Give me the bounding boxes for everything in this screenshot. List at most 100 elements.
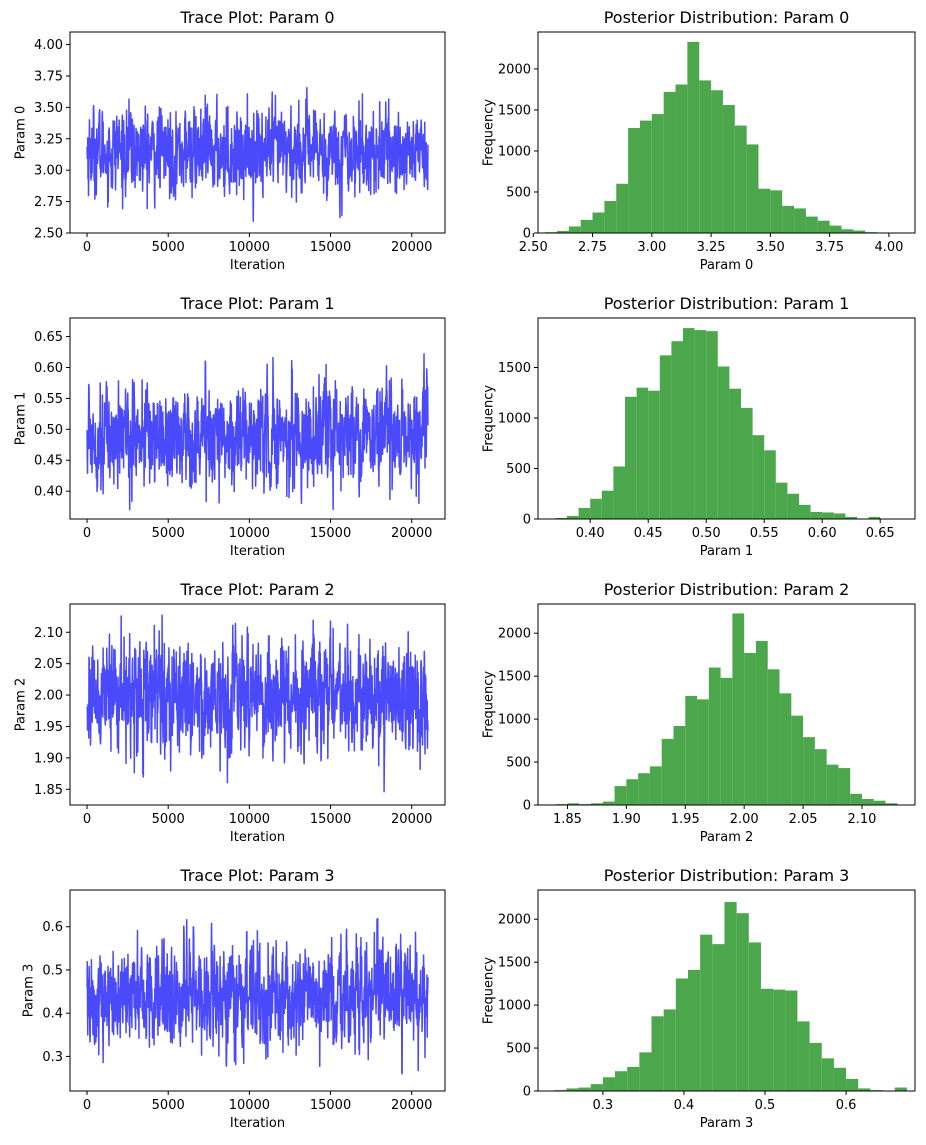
histogram-bar <box>717 366 730 519</box>
histogram-bar <box>708 667 721 805</box>
x-axis-label: Iteration <box>230 258 285 273</box>
histogram-bar <box>602 801 615 805</box>
x-tick-label: 0.6 <box>836 1098 857 1113</box>
histogram-bar <box>894 1087 907 1091</box>
x-tick-label: 20000 <box>391 812 432 827</box>
histogram-bar <box>799 504 811 519</box>
y-tick-label: 1000 <box>498 411 531 426</box>
y-tick-label: 0 <box>523 227 531 242</box>
x-tick-label: 10000 <box>229 240 270 255</box>
histogram-bar <box>861 798 874 805</box>
y-tick-label: 0 <box>523 1085 531 1100</box>
x-tick-label: 0.40 <box>576 526 605 541</box>
x-tick-label: 5000 <box>152 812 185 827</box>
histogram-bar <box>626 779 639 805</box>
histogram-bar <box>616 183 629 233</box>
x-tick-label: 1.95 <box>671 812 700 827</box>
histogram-bar <box>601 490 614 519</box>
y-tick-label: 0.60 <box>34 361 63 376</box>
y-axis-label: Param 2 <box>14 678 29 732</box>
x-tick-label: 20000 <box>391 1098 432 1113</box>
histogram-bar <box>590 1084 603 1091</box>
x-axis-label: Param 0 <box>700 258 754 273</box>
x-tick-label: 5000 <box>152 526 185 541</box>
histogram-bar <box>685 695 698 805</box>
chart-title: Trace Plot: Param 3 <box>179 866 334 885</box>
y-tick-label: 0.3 <box>42 1050 63 1065</box>
y-tick-label: 1.85 <box>34 783 63 798</box>
y-tick-label: 0.65 <box>34 330 63 345</box>
histogram-bar <box>829 225 842 233</box>
y-axis-label: Frequency <box>482 957 497 1024</box>
histogram-bar <box>817 220 830 233</box>
x-tick-label: 0.60 <box>808 526 837 541</box>
y-axis-label: Frequency <box>482 385 497 452</box>
y-axis-label: Frequency <box>482 99 497 166</box>
y-tick-label: 2000 <box>498 627 531 642</box>
y-tick-label: 1500 <box>498 956 531 971</box>
histogram-bar <box>734 125 747 233</box>
x-axis-label: Param 1 <box>700 544 754 559</box>
y-tick-label: 0.6 <box>42 920 63 935</box>
histogram-bar <box>853 230 866 233</box>
x-tick-label: 0 <box>83 812 91 827</box>
y-axis-label: Frequency <box>482 671 497 738</box>
histogram-bar <box>797 1021 810 1091</box>
histogram-bar <box>675 84 688 233</box>
histogram-bar <box>699 80 712 233</box>
histogram-bar <box>651 114 664 233</box>
trace-plot-param-2-panel: 0 5000 10000 15000 20000 1.85 1.90 1.95 2.00 2.05… <box>14 580 446 845</box>
x-tick-label: 15000 <box>310 1098 351 1113</box>
x-tick-label: 1.90 <box>612 812 641 827</box>
x-tick-label: 2.05 <box>789 812 818 827</box>
axes-frame <box>537 889 916 1092</box>
histogram-bar <box>729 388 741 519</box>
x-tick-label: 2.10 <box>848 812 877 827</box>
x-tick-label: 15000 <box>310 526 351 541</box>
x-tick-label: 0.55 <box>750 526 779 541</box>
histogram-bars <box>555 613 910 805</box>
chart-title: Posterior Distribution: Param 3 <box>604 866 850 885</box>
histogram-bar <box>578 1087 591 1091</box>
histogram-bar <box>770 190 783 233</box>
y-tick-label: 0.5 <box>42 963 63 978</box>
x-tick-label: 10000 <box>229 526 270 541</box>
histogram-bar <box>841 229 854 233</box>
histogram-bar <box>700 934 713 1091</box>
histogram-bar <box>724 902 737 1091</box>
histogram-bar <box>567 803 580 805</box>
x-tick-label: 0.45 <box>634 526 663 541</box>
x-tick-label: 15000 <box>310 812 351 827</box>
x-tick-label: 5000 <box>152 240 185 255</box>
histogram-bar <box>636 387 649 519</box>
histogram-bar <box>821 1058 834 1091</box>
histogram-bar <box>649 766 662 805</box>
trace-plot-param-3-panel: 0 5000 10000 15000 20000 0.3 0.4 0.5 0.6 Trace Pl… <box>22 866 446 1131</box>
y-tick-label: 2.05 <box>34 657 63 672</box>
y-tick-label: 2000 <box>498 62 531 77</box>
x-axis-label: Iteration <box>230 830 285 845</box>
y-tick-label: 1.90 <box>34 751 63 766</box>
y-tick-label: 0 <box>523 513 531 528</box>
axes-frame <box>537 317 916 520</box>
histogram-bar <box>805 216 818 233</box>
x-tick-label: 2.75 <box>578 240 607 255</box>
histogram-bar <box>592 212 605 233</box>
x-tick-label: 20000 <box>391 240 432 255</box>
x-axis-label: Iteration <box>230 1116 285 1131</box>
histogram-bar <box>580 219 593 233</box>
histogram-bar <box>638 773 650 805</box>
histogram-bar <box>687 969 701 1091</box>
histogram-bar <box>773 989 786 1091</box>
histogram-bar <box>845 516 857 519</box>
x-tick-label: 0.4 <box>674 1098 695 1113</box>
histogram-bar <box>604 201 617 233</box>
x-axis-label: Param 3 <box>700 1116 754 1131</box>
histogram-bar <box>639 1052 652 1091</box>
x-tick-label: 15000 <box>310 240 351 255</box>
histogram-bar <box>722 105 735 233</box>
histogram-bar <box>833 1067 847 1091</box>
posterior-distribution-param-1-panel: 0.40 0.45 0.50 0.55 0.60 0.65 0 500 1000 1500 Post… <box>482 294 916 559</box>
trace-plot-param-1-panel: 0 5000 10000 15000 20000 0.40 0.45 0.50 0.55 0.60… <box>14 294 446 559</box>
